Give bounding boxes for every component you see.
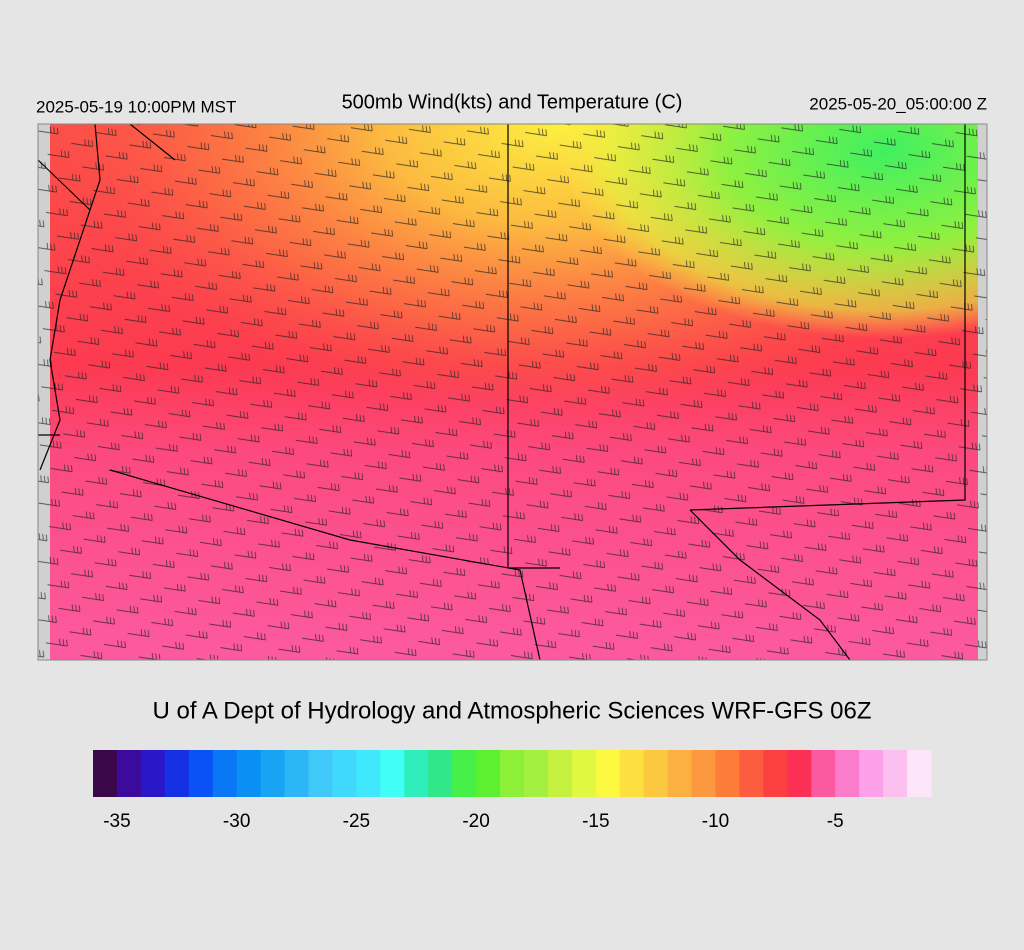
colorbar-tick-label: -20 [462, 811, 489, 832]
colorbar-swatch [715, 750, 740, 797]
colorbar-swatch [452, 750, 477, 797]
colorbar-swatch [667, 750, 693, 797]
colorbar-swatch [428, 750, 453, 797]
colorbar-swatch [523, 750, 549, 797]
colorbar-swatch [260, 750, 286, 797]
colorbar-swatch [500, 750, 525, 797]
colorbar-swatch [332, 750, 357, 797]
colorbar-swatch [763, 750, 788, 797]
colorbar-swatch [164, 750, 190, 797]
colorbar-swatch [476, 750, 501, 797]
colorbar-swatch [236, 750, 262, 797]
colorbar-swatch [859, 750, 884, 797]
colorbar-swatch [787, 750, 812, 797]
colorbar-tick-label: -30 [223, 811, 250, 832]
colorbar-tick-label: -5 [827, 811, 844, 832]
colorbar-swatch [883, 750, 908, 797]
colorbar-swatch [308, 750, 333, 797]
map [37, 123, 988, 661]
colorbar-swatch [643, 750, 669, 797]
wind-barbs [38, 124, 987, 660]
colorbar-swatch [380, 750, 405, 797]
map-border [37, 123, 988, 661]
boundaries [37, 123, 966, 661]
colorbar-swatch [595, 750, 621, 797]
colorbar-swatch [93, 750, 118, 797]
colorbar-tick-label: -10 [702, 811, 729, 832]
title: 500mb Wind(kts) and Temperature (C) [342, 91, 683, 113]
colorbar-swatch [835, 750, 860, 797]
colorbar-swatch [619, 750, 645, 797]
colorbar-tick-label: -25 [343, 811, 370, 832]
colorbar-swatch [547, 750, 573, 797]
colorbar-swatch [140, 750, 166, 797]
colorbar-swatch [907, 750, 932, 797]
colorbar: -35 -30 -25 -20 -15 -10 -5 [93, 750, 932, 832]
colorbar-swatch [739, 750, 764, 797]
colorbar-swatch [404, 750, 429, 797]
valid-utc: 2025-05-20_05:00:00 Z [809, 94, 987, 113]
colorbar-swatch [356, 750, 381, 797]
colorbar-swatch [284, 750, 309, 797]
valid-local: 2025-05-19 10:00PM MST [36, 97, 236, 116]
colorbar-swatch [691, 750, 717, 797]
colorbar-swatch [116, 750, 142, 797]
credit: U of A Dept of Hydrology and Atmospheric… [153, 697, 872, 724]
colorbar-swatch [212, 750, 238, 797]
colorbar-tick-label: -15 [582, 811, 609, 832]
colorbar-swatch [571, 750, 597, 797]
colorbar-swatch [811, 750, 836, 797]
colorbar-swatch [188, 750, 214, 797]
colorbar-tick-label: -35 [103, 811, 130, 832]
